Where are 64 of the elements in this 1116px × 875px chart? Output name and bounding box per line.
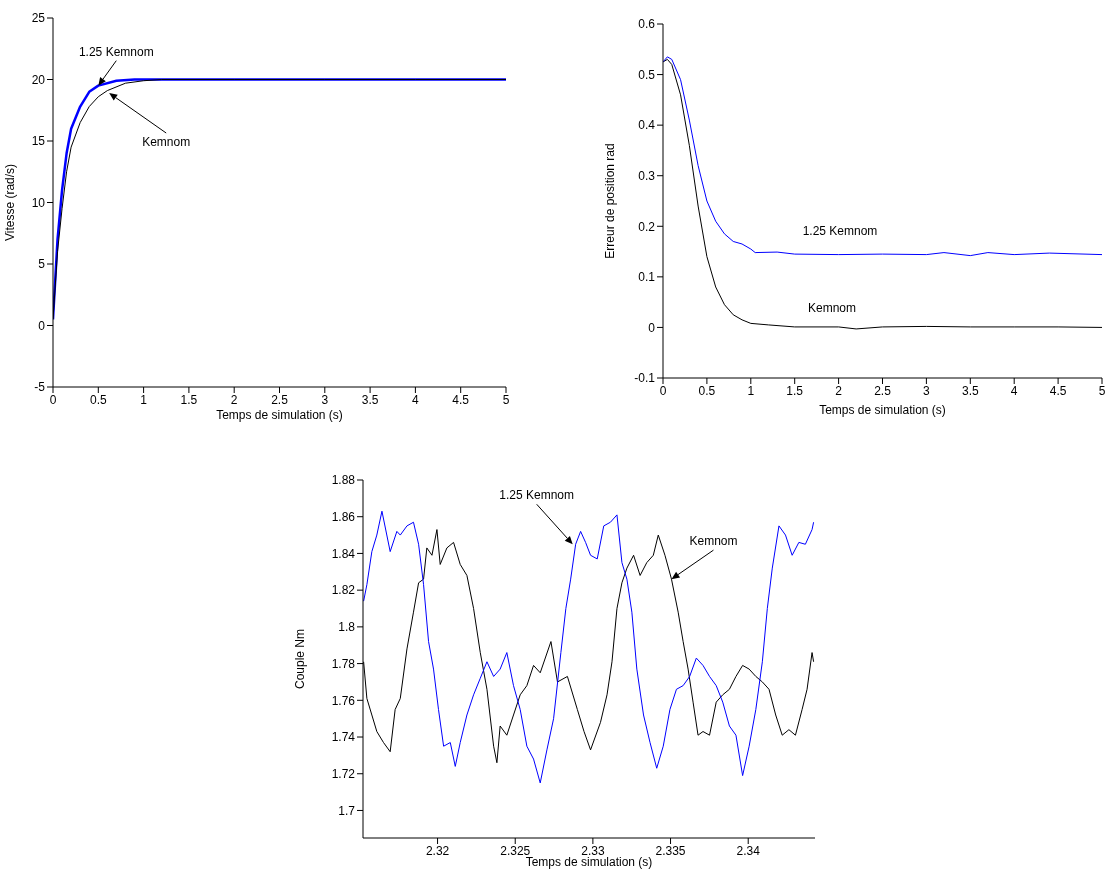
x-tick-label: 2.33 <box>581 843 605 858</box>
x-tick-label: 2.34 <box>736 843 761 858</box>
y-tick-label: 1.7 <box>338 803 356 818</box>
y-tick-label: 0.4 <box>638 118 656 133</box>
series-label: Kemnom <box>807 301 857 315</box>
y-tick-label: 1.76 <box>331 693 356 708</box>
x-axis-title: Temps de simulation (s) <box>216 408 343 422</box>
y-tick-label: 10 <box>31 195 46 210</box>
y-tick-label: 0.1 <box>638 270 656 285</box>
y-axis-title: Couple Nm <box>293 628 308 690</box>
y-tick-label: 0 <box>38 318 46 333</box>
annotation: 1.25 Kemnom <box>78 44 154 59</box>
y-tick-label: 1.84 <box>331 546 356 561</box>
annotation: 1.25 Kemnom <box>499 488 575 503</box>
x-tick-label: 4.5 <box>452 392 470 407</box>
annotation: Kemnom <box>142 135 191 150</box>
x-tick-label: 3 <box>923 383 931 398</box>
x-tick-label: 2.5 <box>271 392 289 407</box>
y-tick-label: 1.74 <box>331 730 356 745</box>
x-tick-label: 2.335 <box>655 843 686 858</box>
x-tick-label: 5 <box>502 392 510 407</box>
x-tick-label: 3.5 <box>361 392 379 407</box>
y-tick-label: 0.6 <box>638 17 656 32</box>
y-tick-label: -5 <box>34 380 46 395</box>
annotation: Kemnom <box>689 534 738 549</box>
y-tick-label: 20 <box>31 72 46 87</box>
y-axis-title: Erreur de position rad <box>603 143 618 259</box>
y-tick-label: 5 <box>38 257 46 272</box>
x-tick-label: 1.5 <box>786 383 804 398</box>
y-tick-label: 1.86 <box>331 509 356 524</box>
x-tick-label: 3.5 <box>961 383 979 398</box>
y-tick-label: 1.78 <box>331 656 356 671</box>
x-tick-label: 5 <box>1098 383 1106 398</box>
y-tick-label: 1.72 <box>331 767 356 781</box>
x-tick-label: 4 <box>1010 383 1018 398</box>
y-tick-label: 1.88 <box>331 473 356 488</box>
x-tick-label: 0.5 <box>89 392 107 407</box>
series-label: 1.25 Kemnom <box>802 224 878 238</box>
y-tick-label: 1.82 <box>331 583 356 598</box>
y-tick-label: 15 <box>31 134 46 149</box>
x-tick-label: 4.5 <box>1049 383 1067 398</box>
x-tick-label: 3 <box>321 392 329 407</box>
x-tick-label: 0.5 <box>698 383 716 398</box>
y-tick-label: 0.2 <box>638 219 656 234</box>
x-tick-label: 1.5 <box>180 392 198 407</box>
x-tick-label: 0 <box>49 392 57 407</box>
y-tick-label: 0.3 <box>638 168 656 183</box>
x-tick-label: 4 <box>412 392 420 407</box>
x-tick-label: 0 <box>659 383 667 398</box>
x-tick-label: 2.5 <box>874 383 892 398</box>
y-tick-label: -0.1 <box>634 371 656 386</box>
y-tick-label: 0 <box>648 320 656 335</box>
y-tick-label: 0.5 <box>638 67 656 82</box>
x-tick-label: 2.325 <box>500 843 531 858</box>
x-tick-label: 2.32 <box>425 843 450 858</box>
y-tick-label: 1.8 <box>338 620 356 635</box>
y-tick-label: 25 <box>31 11 46 26</box>
x-tick-label: 1 <box>140 392 148 407</box>
x-tick-label: 2 <box>230 392 238 407</box>
x-tick-label: 1 <box>747 383 755 398</box>
y-axis-title: Vitesse (rad/s) <box>3 163 18 242</box>
x-axis-title: Temps de simulation (s) <box>819 403 946 417</box>
x-axis-title: Temps de simulation (s) <box>525 855 653 869</box>
x-tick-label: 2 <box>835 383 843 398</box>
